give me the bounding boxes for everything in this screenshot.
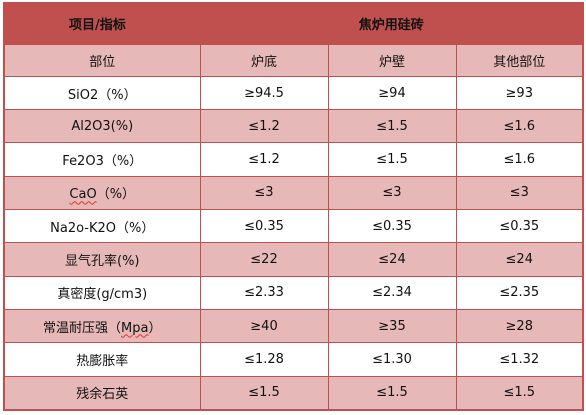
table-row: Na2o-K2O（%） ≤0.35 ≤0.35 ≤0.35 (3, 209, 584, 244)
row-label-ccs-text: 常温耐压强（ (43, 320, 122, 336)
cell-value: ≤1.2 (199, 142, 329, 177)
table-row: 真密度(g/cm3) ≤2.33 ≤2.34 ≤2.35 (3, 275, 584, 310)
cell-value: ≤2.35 (455, 275, 584, 310)
cell-value: ≤24 (455, 242, 584, 277)
cell-value: ≥93 (455, 75, 584, 111)
column-header-row: 部位 炉底 炉壁 其他部位 (3, 43, 584, 77)
row-label-ccs-close: ） (148, 320, 162, 336)
cell-value: ≤2.33 (199, 275, 329, 310)
cell-value: ≤3 (455, 175, 584, 211)
cell-value: ≤1.5 (199, 375, 329, 411)
cell-value: ≥94.5 (199, 75, 329, 111)
table-row: Al2O3(%) ≤1.2 ≤1.5 ≤1.6 (3, 109, 584, 144)
cell-value: ≤0.35 (199, 209, 329, 244)
table-row: 热膨胀率 ≤1.28 ≤1.30 ≤1.32 (3, 342, 584, 377)
cell-value: ≥28 (455, 308, 584, 344)
cell-value: ≤1.6 (455, 142, 584, 177)
product-name-header: 焦炉用硅砖 (199, 2, 584, 45)
table-title-row: 项目/指标 焦炉用硅砖 (3, 2, 584, 45)
table-row: SiO2（%） ≥94.5 ≥94 ≥93 (3, 75, 584, 111)
cell-value: ≤3 (199, 175, 329, 211)
column-header-position: 部位 (3, 43, 201, 77)
cell-value: ≥35 (327, 308, 457, 344)
table-row: CaO（%） ≤3 ≤3 ≤3 (3, 175, 584, 211)
column-header-furnace-wall: 炉壁 (327, 43, 457, 77)
row-label-al2o3: Al2O3(%) (3, 109, 201, 144)
cell-value: ≥40 (199, 308, 329, 344)
row-label-apparent-porosity: 显气孔率(%) (3, 242, 201, 277)
cell-value: ≤1.5 (327, 375, 457, 411)
cell-value: ≤1.5 (327, 142, 457, 177)
cell-value: ≤1.32 (455, 342, 584, 377)
column-header-other-parts: 其他部位 (455, 43, 584, 77)
cell-value: ≤1.5 (455, 375, 584, 411)
cell-value: ≤1.5 (327, 109, 457, 144)
row-label-fe2o3: Fe2O3（%） (3, 142, 201, 177)
row-label-cao-unit: （%） (96, 187, 136, 203)
row-label-thermal-expansion: 热膨胀率 (3, 342, 201, 377)
cell-value: ≤0.35 (327, 209, 457, 244)
item-indicator-header: 项目/指标 (3, 2, 201, 45)
table-row: 常温耐压强（Mpa） ≥40 ≥35 ≥28 (3, 308, 584, 344)
cell-value: ≤3 (327, 175, 457, 211)
cell-value: ≤1.30 (327, 342, 457, 377)
cell-value: ≤0.35 (455, 209, 584, 244)
row-label-true-density: 真密度(g/cm3) (3, 275, 201, 310)
row-label-cao-text: CaO (69, 187, 97, 203)
cell-value: ≥94 (327, 75, 457, 111)
row-label-sio2: SiO2（%） (3, 75, 201, 111)
row-label-cao: CaO（%） (3, 175, 201, 211)
cell-value: ≤2.34 (327, 275, 457, 310)
row-label-cold-crushing-strength: 常温耐压强（Mpa） (3, 308, 201, 344)
cell-value: ≤1.6 (455, 109, 584, 144)
cell-value: ≤22 (199, 242, 329, 277)
silica-brick-spec-table: 项目/指标 焦炉用硅砖 部位 炉底 炉壁 其他部位 SiO2（%） ≥94.5 … (3, 2, 585, 411)
row-label-ccs-unit: Mpa (121, 320, 149, 336)
table-row: 残余石英 ≤1.5 ≤1.5 ≤1.5 (3, 375, 584, 411)
column-header-furnace-bottom: 炉底 (199, 43, 329, 77)
table-row: 显气孔率(%) ≤22 ≤24 ≤24 (3, 242, 584, 277)
cell-value: ≤24 (327, 242, 457, 277)
row-label-residual-quartz: 残余石英 (3, 375, 201, 411)
row-label-na2o-k2o: Na2o-K2O（%） (3, 209, 201, 244)
cell-value: ≤1.28 (199, 342, 329, 377)
cell-value: ≤1.2 (199, 109, 329, 144)
table-row: Fe2O3（%） ≤1.2 ≤1.5 ≤1.6 (3, 142, 584, 177)
